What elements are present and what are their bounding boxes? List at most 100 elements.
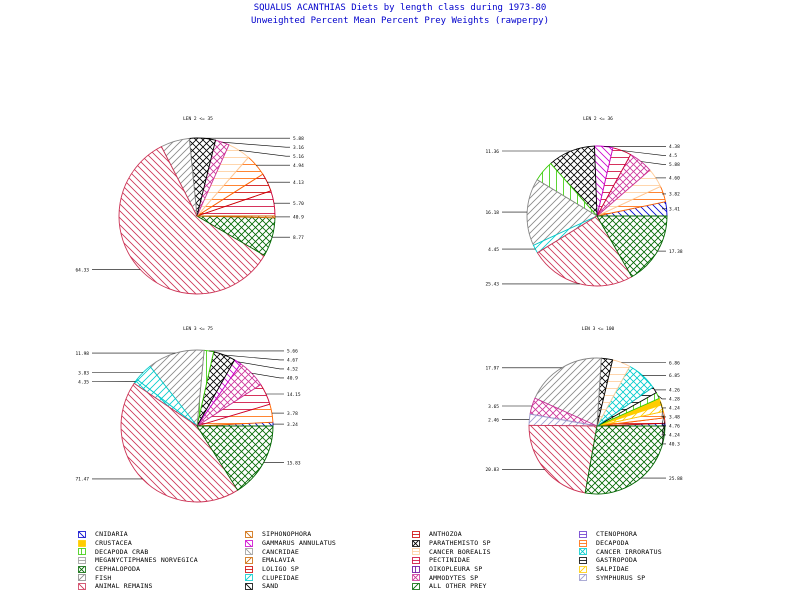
legend-item-crustacea: CRUSTACEA [78, 539, 245, 547]
pie-1: LEN 2 <= 35 5.88 3.16 5.16 4.94 4.13 5.70 40.9 8… [75, 116, 304, 295]
slice-label: 3.24 [287, 422, 298, 428]
legend-swatch [245, 583, 253, 590]
legend-label: CANCER BOREALIS [429, 547, 491, 556]
legend-label: CANCER IRRORATUS [596, 547, 662, 556]
legend-swatch [412, 583, 420, 590]
slice-label: 25.88 [669, 476, 683, 482]
legend-swatch [78, 565, 86, 573]
slice-label: 3.41 [669, 207, 680, 213]
legend-item-decapoda-crab: DECAPODA CRAB [78, 548, 245, 556]
legend-swatch [579, 539, 587, 547]
slice-label: 4.28 [669, 397, 680, 403]
pie-3: LEN 3 <= 75 5.66 4.67 4.52 40.9 14.15 3.78 3.24… [75, 326, 301, 503]
legend-item-cancridae: CANCRIDAE [245, 548, 412, 556]
legend-label: SYMPHURUS SP [596, 573, 646, 582]
legend-item-siphonophora: SIPHONOPHORA [245, 530, 412, 538]
legend: CNIDARIA SIPHONOPHORA ANTHOZOA CTENOPHORA CR… [78, 530, 798, 591]
slice-label: 3.82 [669, 192, 680, 198]
slice-label: 3.65 [488, 404, 499, 410]
slice-label: 4.26 [669, 388, 680, 394]
slice-leader-line [222, 141, 290, 148]
slice-label: 8.77 [293, 235, 304, 241]
legend-label: GASTROPODA [596, 556, 638, 565]
legend-swatch [412, 530, 420, 538]
legend-swatch [245, 574, 253, 582]
slice-label: 40.9 [293, 215, 304, 221]
legend-swatch [412, 548, 420, 556]
legend-label: PARATHEMISTO SP [429, 539, 491, 548]
legend-row: CNIDARIA SIPHONOPHORA ANTHOZOA CTENOPHORA [78, 530, 798, 539]
legend-item-decapoda: DECAPODA [579, 539, 746, 547]
legend-item-ctenophora: CTENOPHORA [579, 530, 746, 538]
slice-label: 4.94 [293, 163, 304, 169]
chart-title: SQUALUS ACANTHIAS Diets by length class … [253, 3, 547, 13]
pie-2: LEN 2 <= 36 4.38 4.5 5.88 4.60 3.82 3.41 17.38 1… [485, 116, 682, 288]
slice-leader-line [657, 395, 666, 400]
slice-label: 16.18 [485, 210, 499, 216]
slice-label: 5.70 [293, 201, 304, 207]
legend-item-cancer-irroratus: CANCER IRRORATUS [579, 548, 746, 556]
slice-label: 17.97 [485, 366, 499, 372]
pie-title: LEN 2 <= 35 [183, 116, 213, 122]
slice-leader-line [224, 354, 284, 361]
slice-label: 64.33 [75, 267, 89, 273]
slice-label: 11.98 [75, 351, 89, 357]
pie-charts: LEN 2 <= 35 5.88 3.16 5.16 4.94 4.13 5.70 40.9 8… [75, 116, 683, 503]
legend-swatch [579, 557, 587, 564]
legend-swatch [412, 565, 420, 573]
legend-label: SIPHONOPHORA [262, 530, 312, 539]
chart-titles: SQUALUS ACANTHIAS Diets by length class … [0, 2, 800, 28]
slice-label: 4.76 [669, 424, 680, 430]
slice-label: 20.83 [485, 467, 499, 473]
legend-item-cephalopoda: CEPHALOPODA [78, 565, 245, 573]
legend-label: ANTHOZOA [429, 530, 462, 539]
legend-label: DECAPODA CRAB [95, 547, 149, 556]
slice-label: 11.36 [485, 149, 499, 155]
chart-subtitle: Unweighted Percent Mean Percent Prey Wei… [250, 16, 549, 26]
legend-item-emalavia: EMALAVIA [245, 556, 412, 564]
pie-title: LEN 3 <= 100 [582, 326, 615, 332]
slice-leader-line [239, 150, 290, 157]
legend-item-meganyctiphanes-norvegica: MEGANYCTIPHANES NORVEGICA [78, 556, 245, 564]
slice-label: 4.38 [669, 144, 680, 150]
legend-label: SALPIDAE [596, 565, 629, 574]
legend-item-fish: FISH [78, 574, 245, 582]
legend-item-gammarus-annulatus: GAMMARUS ANNULATUS [245, 539, 412, 547]
legend-row: MEGANYCTIPHANES NORVEGICA EMALAVIA PECTINI… [78, 556, 798, 565]
slice-label: 3.78 [287, 411, 298, 417]
legend-row: ANIMAL REMAINS SAND ALL OTHER PREY [78, 582, 798, 591]
legend-swatch [78, 557, 86, 564]
slice-leader-line [237, 361, 284, 370]
slice-cephalopoda [196, 425, 274, 491]
legend-label: CRUSTACEA [95, 539, 133, 548]
legend-swatch [412, 539, 420, 547]
legend-item-salpidae: SALPIDAE [579, 565, 746, 573]
slice-label: 4.35 [78, 379, 89, 385]
legend-item-sand: SAND [245, 582, 412, 590]
legend-row: FISH CLUPEIDAE AMMODYTES SP SYMPHURUS SP [78, 573, 798, 582]
legend-item-clupeidae: CLUPEIDAE [245, 574, 412, 582]
legend-label: FISH [95, 573, 112, 582]
slice-label: 3.16 [293, 145, 304, 151]
slice-leader-line [661, 424, 666, 445]
slice-animal-remains [120, 382, 239, 503]
legend-item-anthozoa: ANTHOZOA [412, 530, 579, 538]
legend-item-pectinidae: PECTINIDAE [412, 556, 579, 564]
legend-label: DECAPODA [596, 539, 629, 548]
slice-label: 17.38 [669, 249, 683, 255]
legend-item-oikopleura-sp: OIKOPLEURA SP [412, 565, 579, 573]
slice-leader-line [660, 401, 666, 409]
slice-label: 25.43 [485, 282, 499, 288]
legend-label: CEPHALOPODA [95, 565, 141, 574]
slice-label: 3.83 [78, 370, 89, 376]
slice-label: 5.66 [287, 349, 298, 355]
slice-fish [526, 179, 598, 246]
legend-item-cancer-borealis: CANCER BOREALIS [412, 548, 579, 556]
legend-swatch [245, 539, 253, 547]
legend-swatch [78, 539, 86, 547]
slice-label: 4.24 [669, 406, 680, 412]
legend-swatch [579, 565, 587, 573]
legend-row: CEPHALOPODA LOLIGO SP OIKOPLEURA SP SALPIDA… [78, 565, 798, 574]
legend-label: EMALAVIA [262, 556, 295, 565]
slice-label: 40.3 [669, 442, 680, 448]
